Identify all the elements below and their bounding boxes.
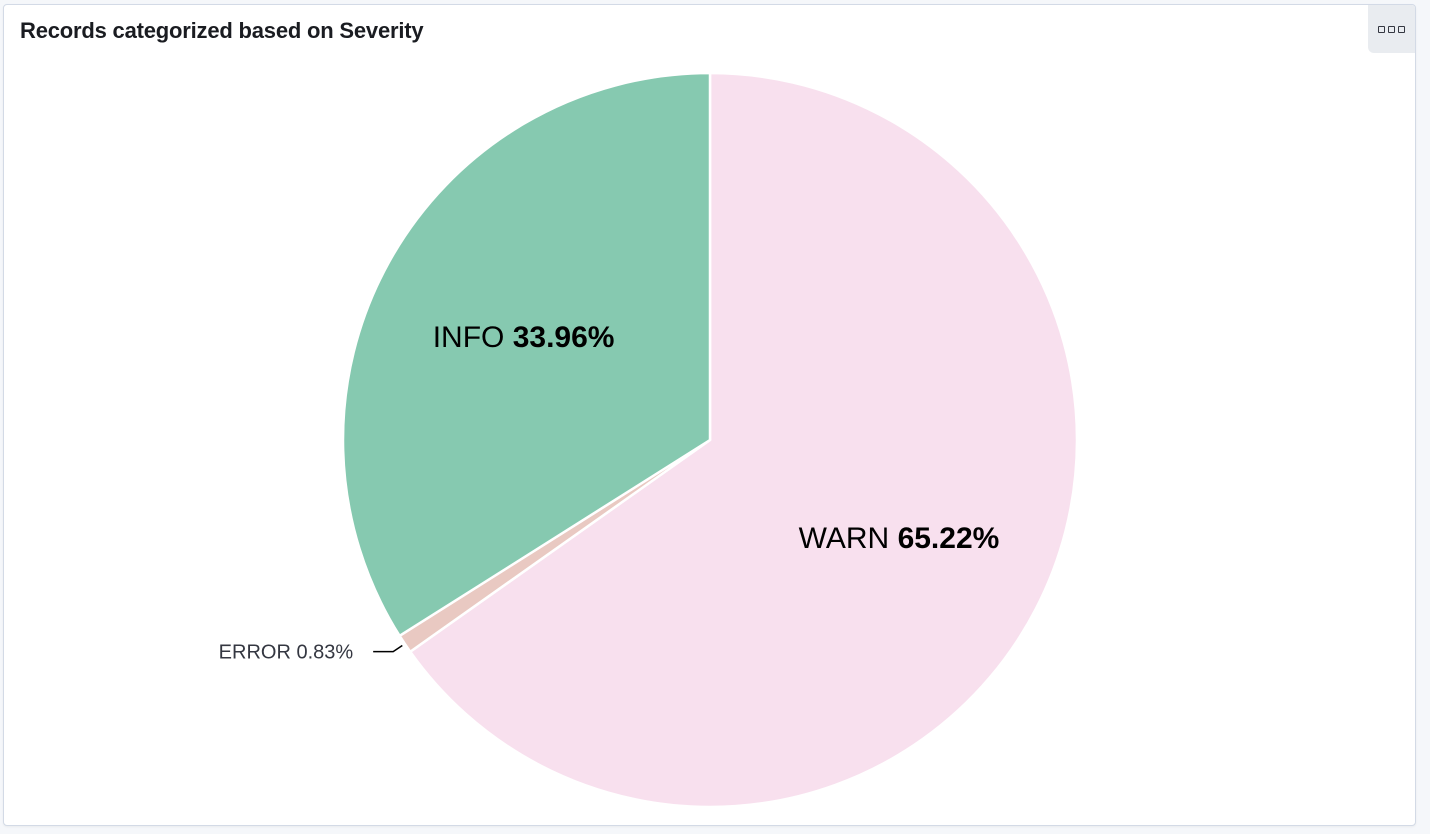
panel-title: Records categorized based on Severity [20, 18, 424, 43]
slice-label-info: INFO 33.96% [433, 321, 615, 354]
ellipsis-icon [1378, 25, 1385, 33]
leader-line-error [373, 644, 403, 653]
visualization-panel: Records categorized based on Severity WA… [3, 4, 1416, 826]
pie-slice-warn[interactable] [408, 71, 1079, 809]
ellipsis-icon [1388, 25, 1395, 33]
slice-label-error: ERROR 0.83% [219, 642, 354, 664]
slice-label-warn: WARN 65.22% [799, 522, 1000, 555]
ellipsis-icon [1398, 25, 1405, 33]
pie-slice-info[interactable] [341, 71, 712, 638]
pie-chart: WARN 65.22% ERROR 0.83% INFO 33.96% [219, 71, 1079, 809]
panel-options-button[interactable] [1368, 5, 1415, 53]
